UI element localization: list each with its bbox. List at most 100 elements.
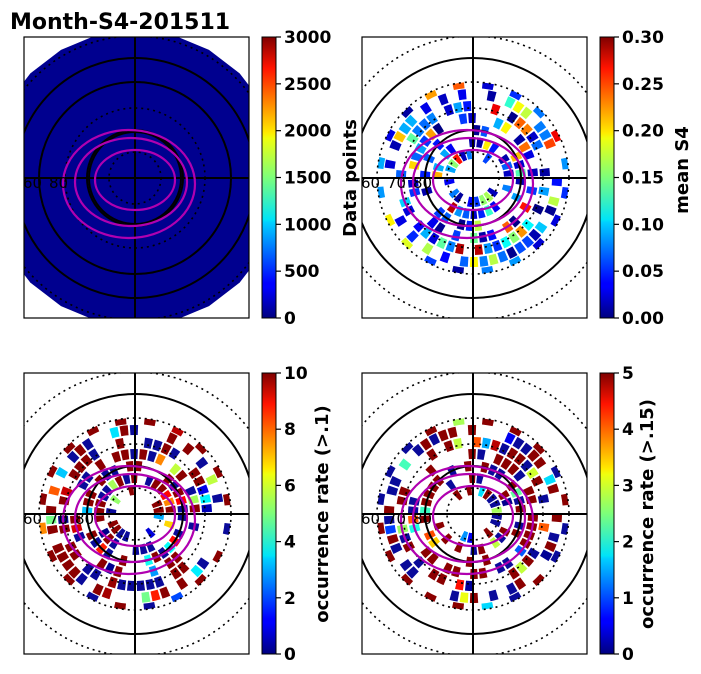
lat-label: 60 [23,510,42,528]
colorbar-tick-label: 0.20 [622,122,664,142]
polar-bin [483,527,493,538]
polar-bin [155,453,166,465]
polar-bin [552,514,562,522]
polar-bin [117,579,126,590]
colorbar-tick-label: 0 [284,309,296,329]
colorbar-tick-label: 4 [622,420,634,440]
polar-bin [465,581,473,591]
polar-bin [127,581,135,591]
polar-bin [144,438,153,449]
polar-bin [458,89,467,100]
polar-bin [479,256,488,267]
polar-bin [477,449,485,460]
polar-bin [195,442,207,454]
polar-bin [552,178,562,186]
polar-bin [506,582,518,594]
colorbar-tick-label: 0 [284,645,296,665]
polar-bin [377,157,385,169]
polar-bin [92,583,103,595]
polar-bin [445,241,455,253]
polar-bin [533,106,545,118]
lat-label: 70 [49,510,68,528]
polar-bin [468,425,476,435]
polar-bin [451,566,461,578]
figure: Month-S4-201511 60 8005001000150020002500… [0,0,701,674]
polar-bin [377,493,385,505]
colorbar-tick-label: 3000 [284,28,331,48]
polar-bin [145,527,155,538]
polar-bin [483,243,492,254]
polar-bin [444,179,455,186]
colorbar-tick-label: 4 [284,533,296,553]
colorbar-tick-label: 0.05 [622,262,664,282]
polar-bin [389,140,401,151]
colorbar-tick-label: 0 [622,645,634,665]
polar-bin [120,425,129,436]
polar-bin [385,214,395,227]
polar-bin [171,592,184,602]
lat-label: 60 [361,510,380,528]
lat-label: 80 [413,510,432,528]
polar-bin [460,531,468,542]
polar-bin [548,196,560,206]
polar-bin [438,93,449,105]
polar-bin [147,451,157,463]
polar-bin [447,427,457,439]
colorbar [600,37,614,318]
polar-bin [440,251,451,263]
figure-title: Month-S4-201511 [10,10,230,35]
panel-data-points: 60 80050010001500200025003000 [0,28,331,329]
colorbar [262,37,276,318]
colorbar-tick-label: 8 [284,420,296,440]
polar-bin [438,429,449,441]
polar-bin [145,579,154,590]
polar-bin [451,230,461,242]
polar-bin [206,474,218,485]
polar-bin [492,240,502,252]
polar-bin [481,602,493,610]
colorbar-label-occurrence-015: occurrence rate (>.15) [637,399,658,629]
polar-bin [166,432,177,444]
colorbar-tick-label: 3 [622,476,634,496]
polar-bin [121,449,130,460]
polar-bin [137,580,145,591]
polar-bin [196,457,209,469]
polar-bin [141,592,150,603]
polar-bin [426,448,438,461]
polar-bin [385,160,396,169]
polar-bin [111,451,121,463]
polar-bin [470,257,478,267]
polar-bin [159,587,170,599]
polar-bin [48,486,60,496]
polar-bin [130,425,138,435]
polar-bin [455,243,464,254]
polar-bin [200,494,211,503]
polar-bin [460,256,469,267]
polar-bin [459,113,468,124]
polar-bin [540,549,553,561]
polar-bin [473,437,481,447]
colorbar-tick-label: 2000 [284,122,331,142]
polar-bin [453,438,462,449]
polar-bin [55,467,68,479]
polar-bin [506,246,518,258]
polar-bin [212,493,223,503]
polar-bin [490,440,500,452]
polar-bin [428,568,440,580]
polar-bin [390,543,402,554]
lat-label: 80 [49,174,68,192]
lat-label: 80 [75,510,94,528]
polar-bin [109,427,119,439]
polar-bin [424,591,437,601]
polar-bin [449,590,459,601]
polar-bin [547,484,559,494]
polar-bin [504,96,515,108]
polar-bin [429,433,441,445]
polar-bin [482,82,494,90]
polar-bin [47,465,57,478]
polar-bin [490,104,500,116]
polar-bin [548,532,560,542]
polar-bin [453,102,462,113]
polar-bin [487,90,497,101]
polar-bin [107,577,117,589]
